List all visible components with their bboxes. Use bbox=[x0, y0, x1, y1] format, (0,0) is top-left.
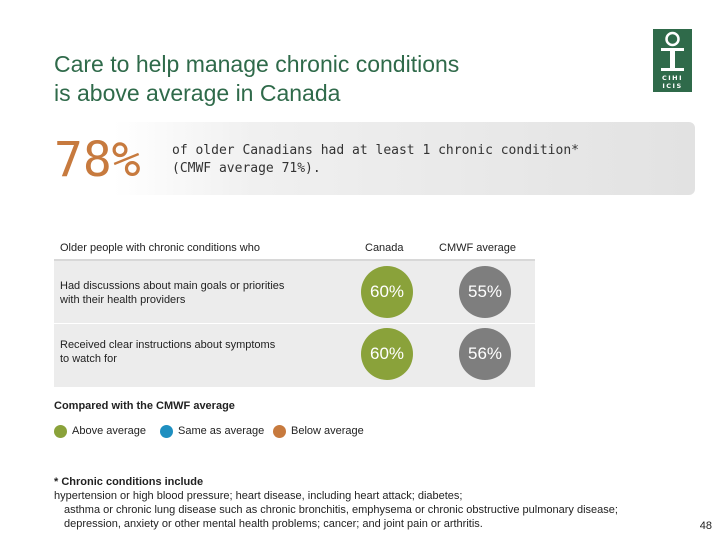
comparison-table: Older people with chronic conditions who… bbox=[54, 235, 535, 387]
stat-description: of older Canadians had at least 1 chroni… bbox=[172, 142, 672, 178]
table-header: Older people with chronic conditions who… bbox=[54, 235, 535, 261]
table-row: Had discussions about main goals or prio… bbox=[54, 261, 535, 324]
footnote-line2: asthma or chronic lung disease such as c… bbox=[64, 504, 618, 516]
canada-value-badge: 60% bbox=[361, 328, 413, 380]
legend-dot-same-icon bbox=[160, 425, 173, 438]
stat-description-line1: of older Canadians had at least 1 chroni… bbox=[172, 143, 579, 158]
canada-value-badge: 60% bbox=[361, 266, 413, 318]
row-question-line1: Had discussions about main goals or prio… bbox=[60, 280, 285, 292]
cmwf-value-badge: 56% bbox=[459, 328, 511, 380]
row-question: Had discussions about main goals or prio… bbox=[60, 279, 315, 307]
legend-label-below: Below average bbox=[291, 425, 364, 437]
header-question: Older people with chronic conditions who bbox=[60, 242, 260, 254]
header-canada: Canada bbox=[365, 242, 404, 254]
legend-dot-below-icon bbox=[273, 425, 286, 438]
legend-title: Compared with the CMWF average bbox=[54, 400, 235, 412]
header-cmwf: CMWF average bbox=[439, 242, 517, 254]
page-title: Care to help manage chronic conditions i… bbox=[54, 50, 614, 108]
logo-text-en: CIHI bbox=[662, 74, 683, 82]
legend-label-above: Above average bbox=[72, 425, 146, 437]
footnote-line1-rest: hypertension or high blood pressure; hea… bbox=[54, 490, 463, 502]
footnote-prefix: * Chronic conditions include bbox=[54, 476, 204, 488]
cmwf-value-badge: 55% bbox=[459, 266, 511, 318]
footnote-line1: * Chronic conditions include hypertensio… bbox=[54, 475, 694, 503]
legend-dot-above-icon bbox=[54, 425, 67, 438]
footnote-line3: depression, anxiety or other mental heal… bbox=[64, 518, 483, 530]
cihi-logo-icon: CIHI ICIS bbox=[661, 31, 684, 90]
row-question-line2: with their health providers bbox=[60, 294, 186, 306]
stat-banner bbox=[54, 122, 695, 195]
big-stat-value: 78% bbox=[54, 132, 141, 188]
page-title-line1: Care to help manage chronic conditions bbox=[54, 51, 460, 77]
logo-text-fr: ICIS bbox=[662, 82, 682, 90]
row-question: Received clear instructions about sympto… bbox=[60, 338, 315, 366]
row-question-line1: Received clear instructions about sympto… bbox=[60, 339, 276, 351]
footnote: * Chronic conditions include hypertensio… bbox=[54, 475, 694, 531]
row-question-line2: to watch for bbox=[60, 353, 117, 365]
table-row: Received clear instructions about sympto… bbox=[54, 324, 535, 387]
stat-description-line2: (CMWF average 71%). bbox=[172, 161, 321, 176]
page-number: 48 bbox=[699, 520, 712, 532]
cihi-logo: CIHI ICIS bbox=[653, 29, 692, 92]
page-title-line2: is above average in Canada bbox=[54, 80, 341, 106]
legend-label-same: Same as average bbox=[178, 425, 265, 437]
